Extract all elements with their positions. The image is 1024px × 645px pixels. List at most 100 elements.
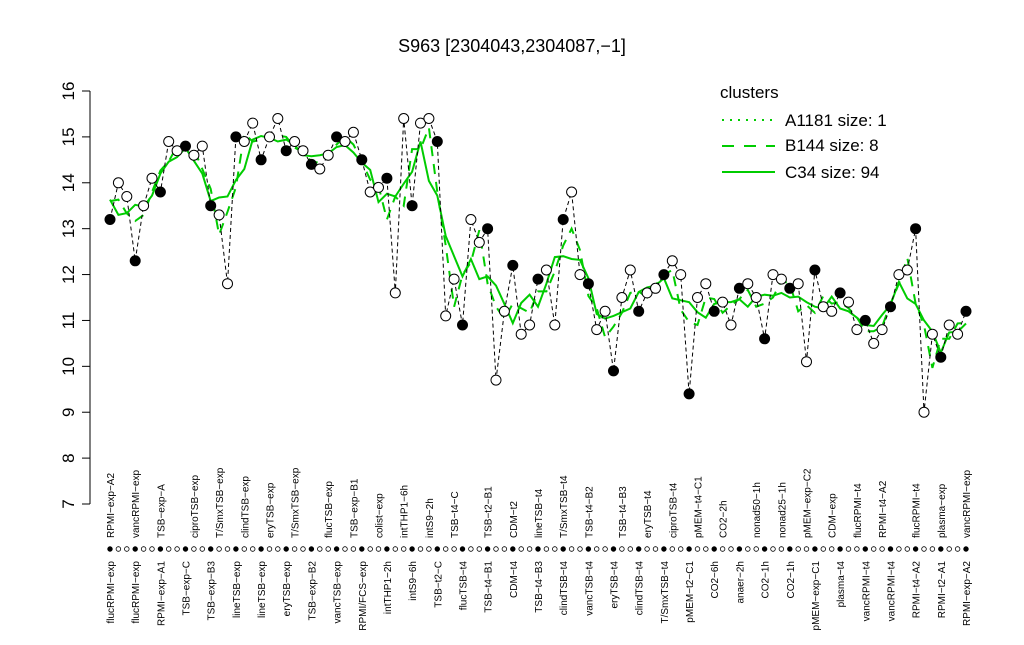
data-point <box>104 214 116 225</box>
x-tick-label: pMEM−exp−C2 <box>803 468 814 538</box>
x-tick-label: pMEM−t4−C1 <box>694 476 705 538</box>
x-tick-mark <box>224 546 231 552</box>
cluster-b144-line <box>109 127 967 369</box>
data-point <box>633 305 645 317</box>
x-tick-label: RPMI−exp−A2 <box>962 561 973 626</box>
x-tick-mark <box>703 546 709 552</box>
x-tick-mark <box>140 546 147 552</box>
data-point <box>952 328 964 340</box>
data-point <box>465 214 477 225</box>
data-point <box>255 154 267 166</box>
x-tick-label: CDM−t2 <box>509 501 520 538</box>
data-point <box>775 273 787 285</box>
x-tick-mark <box>249 546 256 552</box>
x-tick-mark <box>350 546 357 552</box>
data-point <box>280 145 292 157</box>
x-tick-label: intTHP1−6h <box>400 485 411 538</box>
data-point <box>624 264 636 276</box>
x-tick-mark <box>837 546 843 552</box>
data-point <box>415 117 426 129</box>
x-tick-mark <box>107 546 113 552</box>
data-point <box>171 145 183 157</box>
x-tick-label: plasma−t4 <box>836 561 847 608</box>
data-point <box>339 136 351 147</box>
x-tick-mark <box>803 546 810 552</box>
x-tick-mark <box>568 546 575 552</box>
x-tick-mark <box>115 546 122 552</box>
data-point <box>767 269 779 281</box>
x-tick-mark <box>308 546 315 552</box>
data-point <box>876 324 888 336</box>
data-point <box>566 186 578 198</box>
x-tick-mark <box>636 546 642 552</box>
x-tick-label: pMEM−exp−C1 <box>811 561 822 631</box>
x-tick-mark <box>560 546 566 552</box>
data-point <box>213 209 225 221</box>
x-tick-mark <box>753 546 759 552</box>
data-point <box>549 319 561 331</box>
data-point <box>373 181 384 193</box>
x-tick-mark <box>157 546 164 552</box>
x-tick-mark <box>300 546 306 552</box>
x-tick-mark <box>132 546 138 552</box>
y-tick-label: 8 <box>59 453 78 462</box>
x-tick-mark <box>476 546 482 552</box>
x-tick-mark <box>401 546 407 552</box>
x-tick-mark <box>451 546 457 552</box>
x-tick-label: CO2−1h <box>761 561 772 599</box>
x-tick-label: vancRPMI−t4 <box>887 561 898 622</box>
data-point <box>247 117 259 129</box>
x-tick-mark <box>317 546 323 552</box>
x-tick-label: nonad50−1h <box>752 482 763 538</box>
data-point <box>264 131 275 143</box>
legend-title: clusters <box>720 83 779 102</box>
data-point <box>792 278 804 290</box>
data-point <box>784 282 796 294</box>
x-tick-label: RPMI−t4−A2 <box>878 480 889 538</box>
data-point <box>457 319 468 331</box>
x-tick-mark <box>359 546 365 552</box>
data-point <box>650 282 661 294</box>
x-tick-label: eryTSB−t4 <box>643 490 654 538</box>
data-point <box>801 356 812 368</box>
x-tick-mark <box>182 546 189 552</box>
y-tick-label: 9 <box>59 407 78 416</box>
x-tick-label: eryTSB−exp <box>266 482 277 538</box>
x-tick-mark <box>124 546 130 552</box>
x-tick-label: intS9−6h <box>408 561 419 601</box>
x-tick-mark <box>459 546 466 552</box>
data-point <box>708 305 720 317</box>
x-tick-label: TSB−t4−B1 <box>484 561 495 613</box>
x-tick-mark <box>661 546 667 552</box>
x-tick-mark <box>644 546 650 552</box>
x-tick-mark <box>174 546 180 552</box>
data-point <box>843 296 854 308</box>
data-point <box>910 223 922 235</box>
x-tick-label: TSB−t2−B1 <box>484 486 495 538</box>
x-tick-mark <box>887 546 894 552</box>
x-tick-mark <box>594 546 600 552</box>
data-point <box>473 236 485 248</box>
x-tick-mark <box>778 546 785 552</box>
x-tick-label: RPMI−exp−A2 <box>106 473 117 538</box>
x-tick-label: anaer−2h <box>735 561 746 604</box>
data-point <box>482 223 494 235</box>
x-tick-label: CO2−2h <box>719 500 730 538</box>
data-point <box>574 269 586 281</box>
data-point <box>498 305 510 317</box>
data-point <box>591 324 603 336</box>
x-tick-mark <box>602 546 608 552</box>
data-point <box>675 269 687 281</box>
y-tick-label: 11 <box>59 312 78 330</box>
data-point <box>742 278 754 290</box>
x-tick-mark <box>535 546 541 552</box>
data-point <box>112 177 124 189</box>
data-point <box>540 264 552 276</box>
x-tick-label: TSB−exp−B1 <box>349 478 360 538</box>
x-tick-mark <box>577 546 583 552</box>
data-point <box>289 136 301 147</box>
x-tick-mark <box>871 546 877 552</box>
x-tick-label: lineTSB−t4 <box>534 488 545 538</box>
x-tick-mark <box>266 546 273 552</box>
